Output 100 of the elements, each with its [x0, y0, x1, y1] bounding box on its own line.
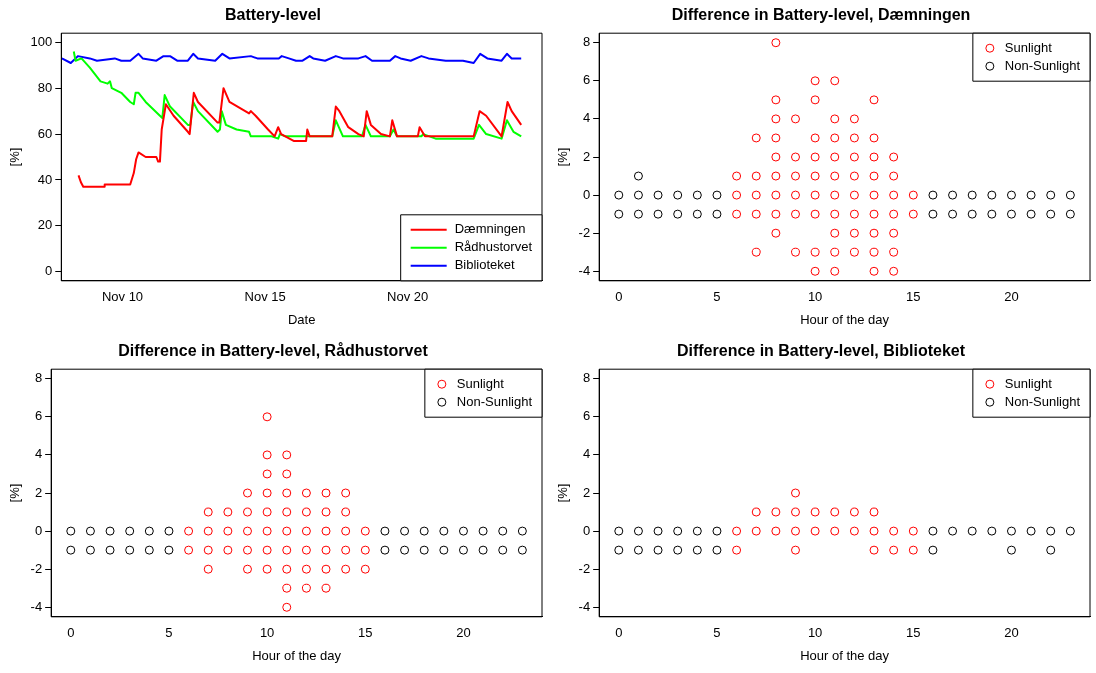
chart-title: Difference in Battery-level, Rådhustorvet — [118, 342, 429, 360]
point — [830, 507, 840, 517]
point — [1006, 545, 1016, 555]
y-tick-label: 0 — [45, 263, 53, 279]
point — [889, 526, 899, 536]
y-tick-label: 8 — [34, 370, 43, 386]
point — [262, 507, 272, 517]
y-axis-title: [%] — [555, 147, 571, 167]
point — [771, 507, 781, 517]
legend-label: Biblioteket — [454, 257, 516, 273]
point — [262, 450, 272, 460]
point — [928, 209, 938, 219]
point — [341, 545, 351, 555]
point — [125, 526, 135, 536]
point — [341, 526, 351, 536]
point — [360, 526, 370, 536]
y-tick-label: -2 — [578, 560, 591, 576]
point — [341, 507, 351, 517]
point — [517, 545, 527, 555]
point — [243, 545, 252, 555]
x-tick-label: 5 — [713, 289, 721, 305]
y-tick-label: 8 — [582, 34, 591, 50]
point — [262, 469, 272, 479]
x-tick-label: Nov 20 — [387, 289, 429, 305]
point — [712, 526, 722, 536]
point — [282, 526, 292, 536]
point — [791, 507, 800, 517]
point — [1006, 190, 1016, 200]
point — [400, 545, 410, 555]
point — [66, 526, 76, 536]
point — [967, 209, 977, 219]
point — [301, 507, 311, 517]
x-tick-label: 10 — [259, 625, 275, 641]
x-tick-label: 5 — [713, 625, 721, 641]
point — [692, 190, 702, 200]
y-tick-label: -2 — [30, 560, 43, 576]
point — [673, 190, 683, 200]
legend-label: Non-Sunlight — [1004, 57, 1081, 73]
point — [321, 488, 331, 498]
y-axis-title: [%] — [7, 483, 23, 503]
x-tick-label: 20 — [1004, 289, 1019, 305]
point — [439, 526, 449, 536]
point — [262, 526, 272, 536]
y-tick-label: -4 — [578, 598, 591, 614]
point — [614, 526, 624, 536]
point — [380, 526, 390, 536]
point — [1046, 209, 1056, 219]
point — [1026, 209, 1036, 219]
point — [400, 526, 410, 536]
y-tick-label: 4 — [582, 446, 591, 462]
point — [262, 488, 272, 498]
point — [105, 545, 115, 555]
x-tick-label: 15 — [906, 289, 921, 305]
point — [419, 526, 429, 536]
point — [321, 507, 331, 517]
point — [732, 526, 742, 536]
point — [498, 526, 508, 536]
point — [321, 583, 331, 593]
chart-title: Difference in Battery-level, Dæmningen — [671, 6, 971, 24]
point — [889, 545, 899, 555]
point — [458, 526, 468, 536]
y-tick-label: 100 — [30, 33, 53, 49]
point — [948, 526, 958, 536]
x-tick-label: 20 — [1004, 625, 1019, 641]
point — [751, 507, 761, 517]
point — [144, 545, 154, 555]
point — [849, 526, 859, 536]
x-axis-title: Hour of the day — [800, 311, 890, 327]
point — [673, 209, 683, 219]
point — [771, 526, 781, 536]
point — [791, 526, 800, 536]
x-tick-label: Nov 15 — [244, 289, 286, 305]
y-tick-label: 0 — [582, 186, 591, 202]
y-tick-label: 0 — [582, 522, 591, 538]
point — [184, 526, 194, 536]
point — [282, 488, 292, 498]
point — [262, 564, 272, 574]
point — [144, 526, 154, 536]
point — [633, 526, 643, 536]
point — [1065, 526, 1075, 536]
point — [517, 526, 527, 536]
point — [301, 564, 311, 574]
point — [85, 545, 95, 555]
point — [1026, 190, 1036, 200]
x-tick-label: 15 — [906, 625, 921, 641]
point — [66, 545, 76, 555]
point — [282, 564, 292, 574]
point — [321, 545, 331, 555]
point — [653, 209, 663, 219]
y-tick-label: 0 — [34, 522, 43, 538]
point — [301, 545, 311, 555]
y-tick-label: -2 — [578, 224, 591, 240]
point — [987, 190, 997, 200]
point — [653, 545, 663, 555]
point — [301, 526, 311, 536]
point — [243, 526, 252, 536]
point — [928, 545, 938, 555]
point — [614, 209, 624, 219]
point — [987, 526, 997, 536]
point — [712, 545, 722, 555]
